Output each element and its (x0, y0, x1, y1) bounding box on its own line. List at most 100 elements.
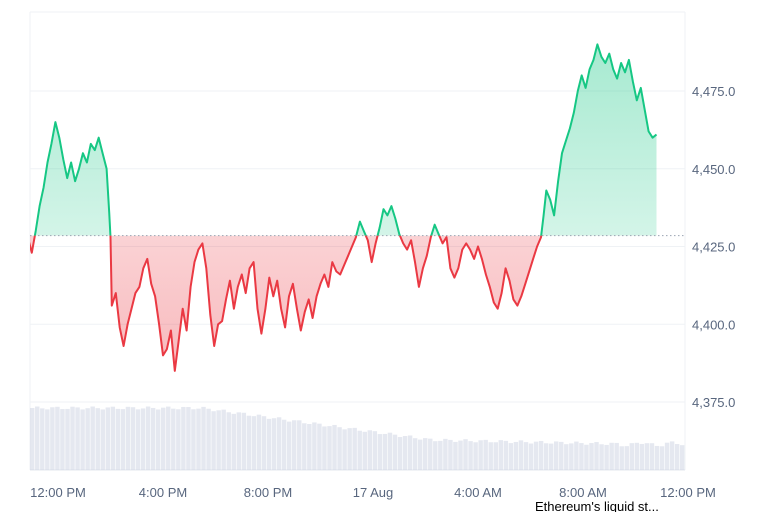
x-tick-label: 12:00 PM (30, 485, 86, 500)
volume-bar (50, 407, 55, 470)
volume-bars (30, 406, 685, 470)
volume-bar (115, 408, 121, 470)
x-tick-label: 8:00 PM (244, 485, 292, 500)
volume-bar (191, 409, 196, 470)
volume-bar (428, 438, 433, 470)
volume-bar (332, 424, 337, 470)
volume-bar (231, 413, 236, 470)
volume-bar (125, 406, 131, 470)
volume-bar (417, 439, 423, 470)
y-axis-labels: 4,375.0 4,400.0 4,425.0 4,450.0 4,475.0 (692, 84, 735, 410)
volume-bar (367, 430, 373, 470)
volume-bar (216, 410, 221, 470)
volume-bar (488, 442, 493, 470)
volume-bar (659, 446, 665, 470)
volume-bar (538, 440, 544, 470)
volume-bar (609, 442, 614, 470)
volume-bar (513, 441, 519, 470)
volume-bar (412, 438, 418, 470)
volume-bar (135, 409, 141, 470)
volume-bar (634, 442, 640, 470)
volume-bar (453, 441, 458, 470)
volume-bar (347, 428, 352, 470)
volume-bar (317, 423, 322, 470)
volume-bar (518, 440, 524, 470)
volume-bar (286, 421, 292, 470)
volume-bar (251, 416, 257, 470)
volume-bar (70, 406, 75, 470)
volume-bar (604, 444, 609, 470)
volume-bar (589, 443, 594, 470)
volume-bar (387, 432, 393, 470)
volume-bar (564, 444, 569, 470)
volume-bar (85, 408, 90, 470)
y-tick-label: 4,425.0 (692, 240, 735, 255)
volume-bar (548, 443, 554, 470)
volume-bar (100, 409, 105, 470)
volume-bar (120, 409, 126, 470)
volume-bar (528, 443, 534, 470)
x-tick-label: 8:00 AM (559, 485, 607, 500)
volume-bar (523, 442, 529, 470)
volume-bar (221, 409, 226, 470)
volume-bar (281, 419, 287, 470)
volume-bar (342, 429, 347, 470)
y-tick-label: 4,475.0 (692, 84, 735, 99)
volume-bar (407, 435, 413, 470)
volume-bar (468, 441, 473, 470)
volume-bar (478, 440, 483, 470)
volume-bar (584, 444, 589, 470)
volume-bar (463, 439, 468, 470)
volume-bar (145, 406, 151, 470)
volume-bar (493, 442, 498, 470)
volume-bar (649, 443, 655, 470)
x-axis-labels: 12:00 PM 4:00 PM 8:00 PM 17 Aug 4:00 AM 8:00 … (30, 485, 716, 500)
volume-bar (95, 408, 100, 470)
volume-bar (473, 442, 478, 470)
volume-bar (186, 407, 191, 470)
volume-bar (357, 430, 362, 470)
volume-bar (448, 439, 453, 470)
volume-bar (639, 443, 645, 470)
volume-bar (155, 409, 161, 470)
volume-bar (307, 423, 312, 470)
volume-bar (75, 407, 80, 470)
news-caption[interactable]: Ethereum's liquid st... (535, 499, 659, 514)
x-tick-label: 17 Aug (353, 485, 394, 500)
volume-bar (196, 408, 201, 470)
volume-bar (150, 407, 156, 470)
volume-bar (483, 439, 488, 470)
volume-bar (236, 412, 242, 470)
volume-bar (176, 409, 181, 470)
volume-bar (226, 412, 231, 470)
volume-bar (619, 446, 624, 470)
volume-bar (614, 442, 619, 470)
volume-bar (322, 426, 327, 470)
volume-bar (679, 445, 685, 470)
volume-bar (110, 406, 116, 470)
volume-bar (201, 406, 206, 470)
volume-bar (302, 423, 307, 470)
volume-bar (352, 427, 357, 470)
volume-bar (372, 431, 378, 470)
volume-bar (266, 418, 272, 470)
y-tick-label: 4,375.0 (692, 395, 735, 410)
x-tick-label: 4:00 PM (139, 485, 187, 500)
volume-bar (664, 442, 670, 470)
volume-bar (181, 406, 186, 470)
volume-bar (629, 443, 635, 470)
volume-bar (438, 440, 443, 470)
volume-bar (161, 407, 166, 470)
volume-bar (60, 409, 65, 470)
area-fill-up (30, 44, 657, 236)
volume-bar (30, 408, 35, 470)
volume-bar (554, 441, 559, 470)
volume-bar (503, 440, 509, 470)
volume-bar (644, 443, 650, 470)
volume-bar (559, 441, 564, 470)
area-fill-down (30, 235, 542, 371)
volume-bar (271, 418, 277, 470)
volume-bar (533, 441, 539, 470)
